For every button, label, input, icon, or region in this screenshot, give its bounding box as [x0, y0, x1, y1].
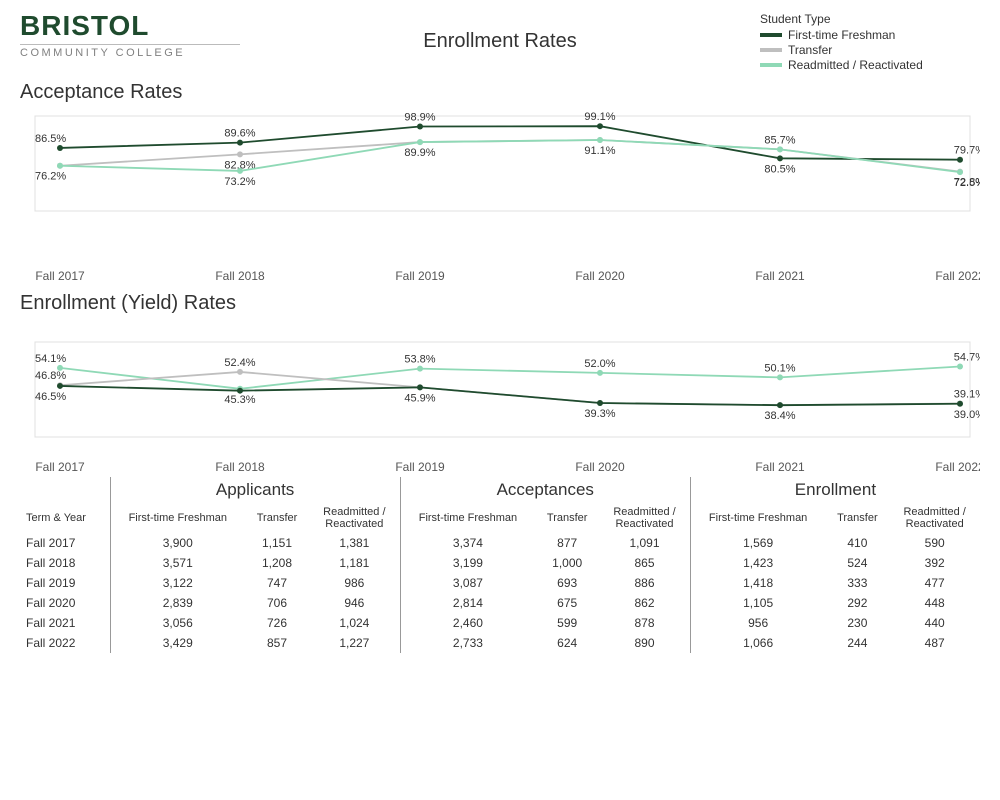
- svg-text:79.7%: 79.7%: [954, 145, 980, 157]
- svg-text:Fall 2022: Fall 2022: [935, 460, 980, 474]
- logo-subtitle: COMMUNITY COLLEGE: [20, 44, 240, 59]
- table-row: Fall 20183,5711,2081,1813,1991,0008651,4…: [20, 553, 980, 573]
- svg-text:Fall 2019: Fall 2019: [395, 460, 445, 474]
- legend-title: Student Type: [760, 12, 980, 26]
- legend-item: Readmitted / Reactivated: [760, 58, 980, 72]
- logo-name: BRISTOL: [20, 12, 240, 40]
- table-row: Fall 20202,8397069462,8146758621,1052924…: [20, 593, 980, 613]
- svg-text:86.5%: 86.5%: [35, 133, 66, 145]
- svg-text:99.1%: 99.1%: [584, 111, 615, 123]
- legend-swatch: [760, 48, 782, 52]
- svg-text:39.3%: 39.3%: [584, 408, 615, 420]
- legend-label: First-time Freshman: [788, 28, 895, 42]
- table-group-acceptances: Acceptances: [400, 477, 690, 503]
- legend-label: Transfer: [788, 43, 832, 57]
- svg-text:89.9%: 89.9%: [404, 147, 435, 159]
- svg-text:Fall 2020: Fall 2020: [575, 460, 625, 474]
- svg-text:50.1%: 50.1%: [764, 362, 795, 374]
- acceptance-heading: Acceptance Rates: [20, 81, 980, 104]
- header: BRISTOL COMMUNITY COLLEGE Enrollment Rat…: [20, 12, 980, 73]
- page-title: Enrollment Rates: [240, 30, 760, 53]
- legend: Student Type First-time FreshmanTransfer…: [760, 12, 980, 73]
- svg-text:Fall 2019: Fall 2019: [395, 269, 445, 283]
- svg-text:91.1%: 91.1%: [584, 145, 615, 157]
- svg-text:46.8%: 46.8%: [35, 370, 66, 382]
- table-group-enrollment: Enrollment: [690, 477, 980, 503]
- legend-swatch: [760, 63, 782, 67]
- legend-item: Transfer: [760, 43, 980, 57]
- svg-text:76.2%: 76.2%: [35, 171, 66, 183]
- svg-text:39.0%: 39.0%: [954, 409, 980, 421]
- svg-text:53.8%: 53.8%: [404, 354, 435, 366]
- svg-text:54.1%: 54.1%: [35, 353, 66, 365]
- svg-text:Fall 2017: Fall 2017: [35, 460, 85, 474]
- svg-text:Fall 2022: Fall 2022: [935, 269, 980, 283]
- svg-text:89.6%: 89.6%: [224, 128, 255, 140]
- table-sub-header: Term & YearFirst-time FreshmanTransferRe…: [20, 503, 980, 533]
- legend-label: Readmitted / Reactivated: [788, 58, 923, 72]
- svg-text:Fall 2021: Fall 2021: [755, 460, 805, 474]
- table-group-applicants: Applicants: [110, 477, 400, 503]
- data-table: ApplicantsAcceptancesEnrollmentTerm & Ye…: [20, 477, 980, 653]
- svg-text:85.7%: 85.7%: [764, 134, 795, 146]
- svg-text:45.3%: 45.3%: [224, 394, 255, 406]
- yield-heading: Enrollment (Yield) Rates: [20, 292, 980, 315]
- svg-text:Fall 2018: Fall 2018: [215, 269, 265, 283]
- svg-text:80.5%: 80.5%: [764, 163, 795, 175]
- svg-text:Fall 2020: Fall 2020: [575, 269, 625, 283]
- logo: BRISTOL COMMUNITY COLLEGE: [20, 12, 240, 59]
- svg-text:98.9%: 98.9%: [404, 112, 435, 124]
- svg-text:45.9%: 45.9%: [404, 392, 435, 404]
- table-row: Fall 20193,1227479863,0876938861,4183334…: [20, 573, 980, 593]
- svg-text:Fall 2018: Fall 2018: [215, 460, 265, 474]
- svg-text:52.0%: 52.0%: [584, 358, 615, 370]
- svg-text:38.4%: 38.4%: [764, 410, 795, 422]
- acceptance-chart: 86.5%89.6%98.9%99.1%80.5%79.7%82.8%85.7%…: [20, 106, 980, 286]
- svg-text:54.7%: 54.7%: [954, 351, 980, 363]
- legend-swatch: [760, 33, 782, 37]
- svg-text:Fall 2021: Fall 2021: [755, 269, 805, 283]
- svg-text:73.2%: 73.2%: [224, 176, 255, 188]
- svg-text:39.1%: 39.1%: [954, 389, 980, 401]
- svg-text:46.5%: 46.5%: [35, 391, 66, 403]
- table-row: Fall 20213,0567261,0242,4605998789562304…: [20, 613, 980, 633]
- table-group-header: ApplicantsAcceptancesEnrollment: [20, 477, 980, 503]
- svg-text:Fall 2017: Fall 2017: [35, 269, 85, 283]
- svg-text:52.4%: 52.4%: [224, 357, 255, 369]
- yield-chart: 54.1% 45.3% 53.8% 52.0% 50.1% 54.7% 46.8% 52.4%…: [20, 317, 980, 477]
- table-row: Fall 20223,4298571,2272,7336248901,06624…: [20, 633, 980, 653]
- svg-text:72.5%: 72.5%: [954, 177, 980, 189]
- table-row: Fall 20173,9001,1511,3813,3748771,0911,5…: [20, 533, 980, 553]
- legend-item: First-time Freshman: [760, 28, 980, 42]
